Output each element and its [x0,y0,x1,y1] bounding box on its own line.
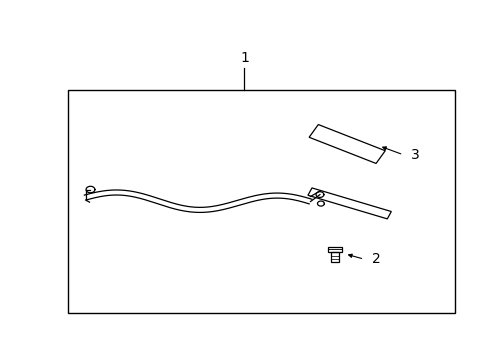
Bar [327,247,342,252]
Bar [330,252,339,262]
Text: 2: 2 [371,252,380,266]
Text: 1: 1 [240,51,248,64]
Bar [68,90,454,313]
Text: 3: 3 [410,148,419,162]
